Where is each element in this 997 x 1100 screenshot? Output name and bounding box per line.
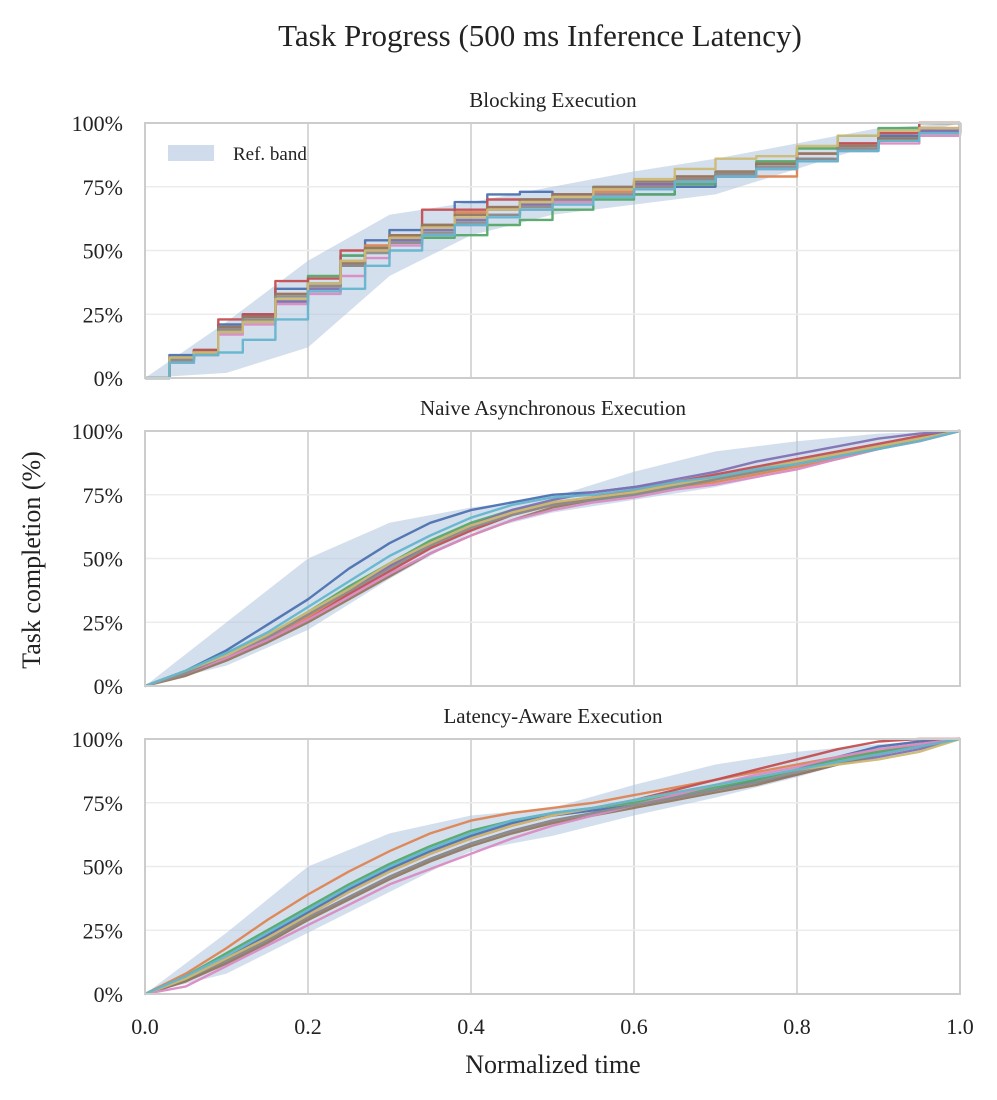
axes-frame: [144, 430, 961, 687]
y-tick-label: 0%: [94, 674, 123, 699]
y-tick-label: 0%: [94, 366, 123, 391]
y-tick-label: 100%: [72, 111, 123, 136]
series-line-run-10: [145, 123, 962, 380]
y-tick-label: 75%: [83, 791, 123, 816]
x-tick-label: 0.4: [457, 1014, 485, 1039]
x-tick-label: 1.0: [946, 1014, 974, 1039]
reference-band: [145, 739, 960, 994]
legend-swatch-ref-band: [168, 145, 214, 161]
y-tick-label: 50%: [83, 855, 123, 880]
panel-title-blocking: Blocking Execution: [469, 88, 637, 112]
series-line-run-9: [145, 123, 962, 380]
x-tick-label: 0.8: [783, 1014, 811, 1039]
panel-latency-aware-execution: Latency-Aware Execution 0% 25% 50% 75% 100% 0…: [72, 704, 974, 1039]
legend: Ref. band: [168, 144, 307, 165]
series-line-run-7: [144, 737, 961, 996]
series-line-run-9: [144, 429, 961, 688]
y-tick-label: 25%: [83, 918, 123, 943]
series-line-run-6: [144, 737, 961, 996]
x-axis-label: Normalized time: [465, 1050, 640, 1079]
y-axis-label: Task completion (%): [17, 451, 46, 669]
panel-blocking-execution: Blocking Execution 0% 25% 50% 75% 100%: [72, 88, 962, 391]
panel-title-latency-aware: Latency-Aware Execution: [443, 704, 663, 728]
series-line-run-10: [144, 429, 961, 688]
y-tick-label: 100%: [72, 727, 123, 752]
x-tick-label: 0.0: [131, 1014, 159, 1039]
series-line-run-7: [144, 429, 961, 688]
y-tick-label: 25%: [83, 610, 123, 635]
axes-frame: [144, 122, 961, 379]
series-line-run-9: [144, 737, 961, 996]
y-tick-label: 75%: [83, 483, 123, 508]
y-tick-label: 50%: [83, 547, 123, 572]
x-tick-label: 0.2: [294, 1014, 322, 1039]
y-tick-label: 75%: [83, 175, 123, 200]
y-tick-label: 100%: [72, 419, 123, 444]
y-tick-label: 0%: [94, 982, 123, 1007]
panel-naive-async-execution: Naive Asynchronous Execution 0% 25% 50% 75%…: [72, 396, 961, 699]
y-tick-label: 25%: [83, 302, 123, 327]
x-tick-label: 0.6: [620, 1014, 648, 1039]
axes-frame: [144, 738, 961, 995]
y-tick-label: 50%: [83, 239, 123, 264]
series-line-run-10: [144, 737, 961, 996]
legend-label-ref-band: Ref. band: [233, 144, 307, 165]
panel-title-naive-async: Naive Asynchronous Execution: [420, 396, 686, 420]
figure-title: Task Progress (500 ms Inference Latency): [278, 18, 802, 53]
